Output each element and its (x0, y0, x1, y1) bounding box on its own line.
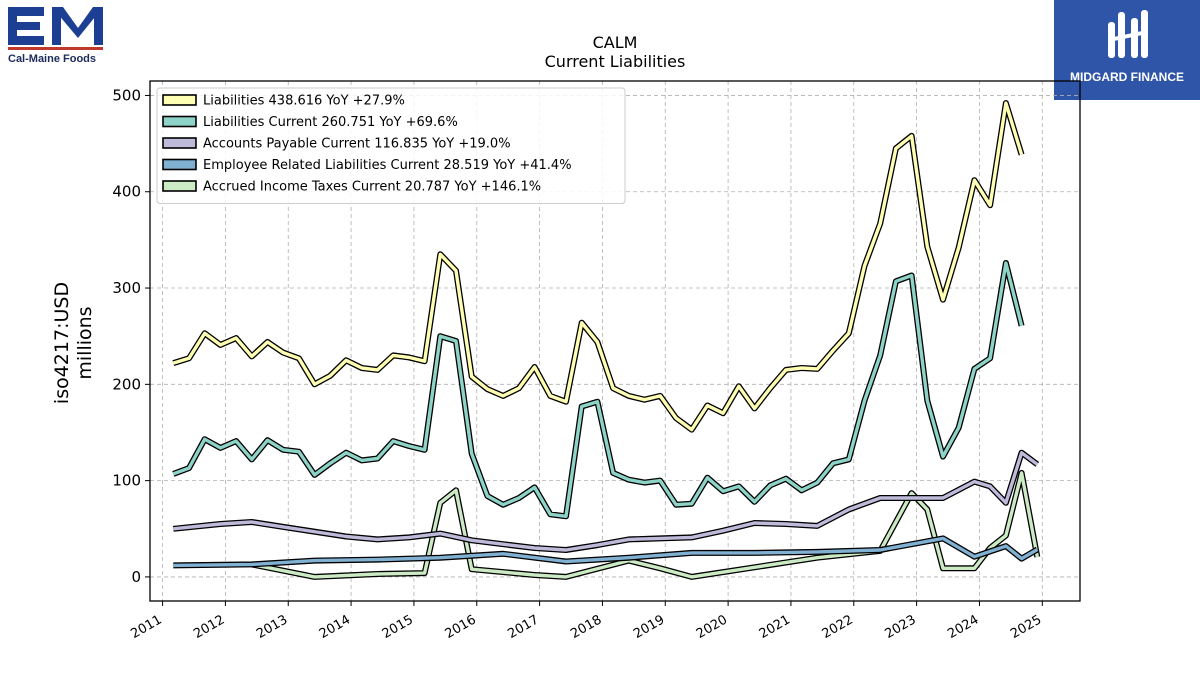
chart-subtitle: Current Liabilities (545, 52, 686, 71)
x-tick-label: 2025 (1008, 612, 1044, 642)
legend-entry-label: Liabilities 438.616 YoY +27.9% (203, 94, 405, 109)
y-tick-label: 100 (112, 472, 141, 490)
x-tick-label: 2019 (631, 612, 667, 642)
legend-swatch (162, 137, 197, 149)
x-tick-label: 2022 (820, 612, 856, 642)
cal-maine-foods-logo: Cal-Maine Foods (8, 6, 108, 66)
x-tick-label: 2018 (568, 612, 604, 642)
legend-entry-label: Liabilities Current 260.751 YoY +69.6% (203, 115, 458, 130)
x-tick-label: 2023 (882, 612, 918, 642)
series-line (172, 261, 1024, 518)
legend-swatch (162, 115, 197, 128)
cal-maine-brand-name: Cal-Maine Foods (8, 53, 97, 65)
x-tick-label: 2024 (945, 612, 981, 642)
y-tick-label: 0 (131, 568, 141, 586)
series-lines (172, 100, 1041, 580)
legend-swatch (162, 94, 197, 106)
x-tick-label: 2013 (254, 612, 290, 642)
legend-entry-label: Employee Related Liabilities Current 28.… (203, 158, 572, 173)
y-tick-label: 500 (112, 86, 141, 104)
legend-box (156, 87, 626, 204)
series-line (173, 451, 1039, 552)
series-line (251, 471, 1039, 579)
legend-swatch (162, 180, 197, 192)
legend: Liabilities 438.616 YoY +27.9% Liabilitie… (156, 87, 626, 204)
y-axis-label: iso4217:USD (51, 282, 73, 404)
legend-swatch (162, 158, 197, 171)
y-tick-label: 300 (112, 279, 141, 297)
y-tick-label: 400 (112, 183, 141, 201)
chart-title: CALM (593, 33, 638, 52)
y-axis-unit-label: millions (74, 306, 96, 379)
x-tick-label: 2021 (757, 612, 793, 642)
x-tick-label: 2020 (694, 612, 730, 642)
midgard-finance-logo: MIDGARD FINANCE (1054, 0, 1200, 100)
legend-entry-label: Accrued Income Taxes Current 20.787 YoY … (203, 180, 541, 195)
x-tick-label: 2017 (505, 612, 541, 642)
series-line (172, 101, 1024, 432)
series-line-outline (172, 260, 1025, 520)
midgard-brand-name: MIDGARD FINANCE (1070, 70, 1184, 84)
series-line (173, 536, 1039, 568)
plot-frame (149, 80, 1081, 602)
cal-maine-logo-mark-icon (8, 7, 103, 50)
x-tick-label: 2014 (317, 612, 353, 642)
legend-entry-label: Accounts Payable Current 116.835 YoY +19… (203, 137, 511, 152)
x-tick-label: 2012 (191, 612, 227, 642)
y-tick-label: 200 (112, 375, 141, 393)
midgard-logo-mark-icon (1108, 10, 1148, 58)
x-tick-label: 2011 (128, 612, 164, 642)
x-tick-label: 2015 (380, 612, 416, 642)
x-tick-label: 2016 (443, 612, 479, 642)
